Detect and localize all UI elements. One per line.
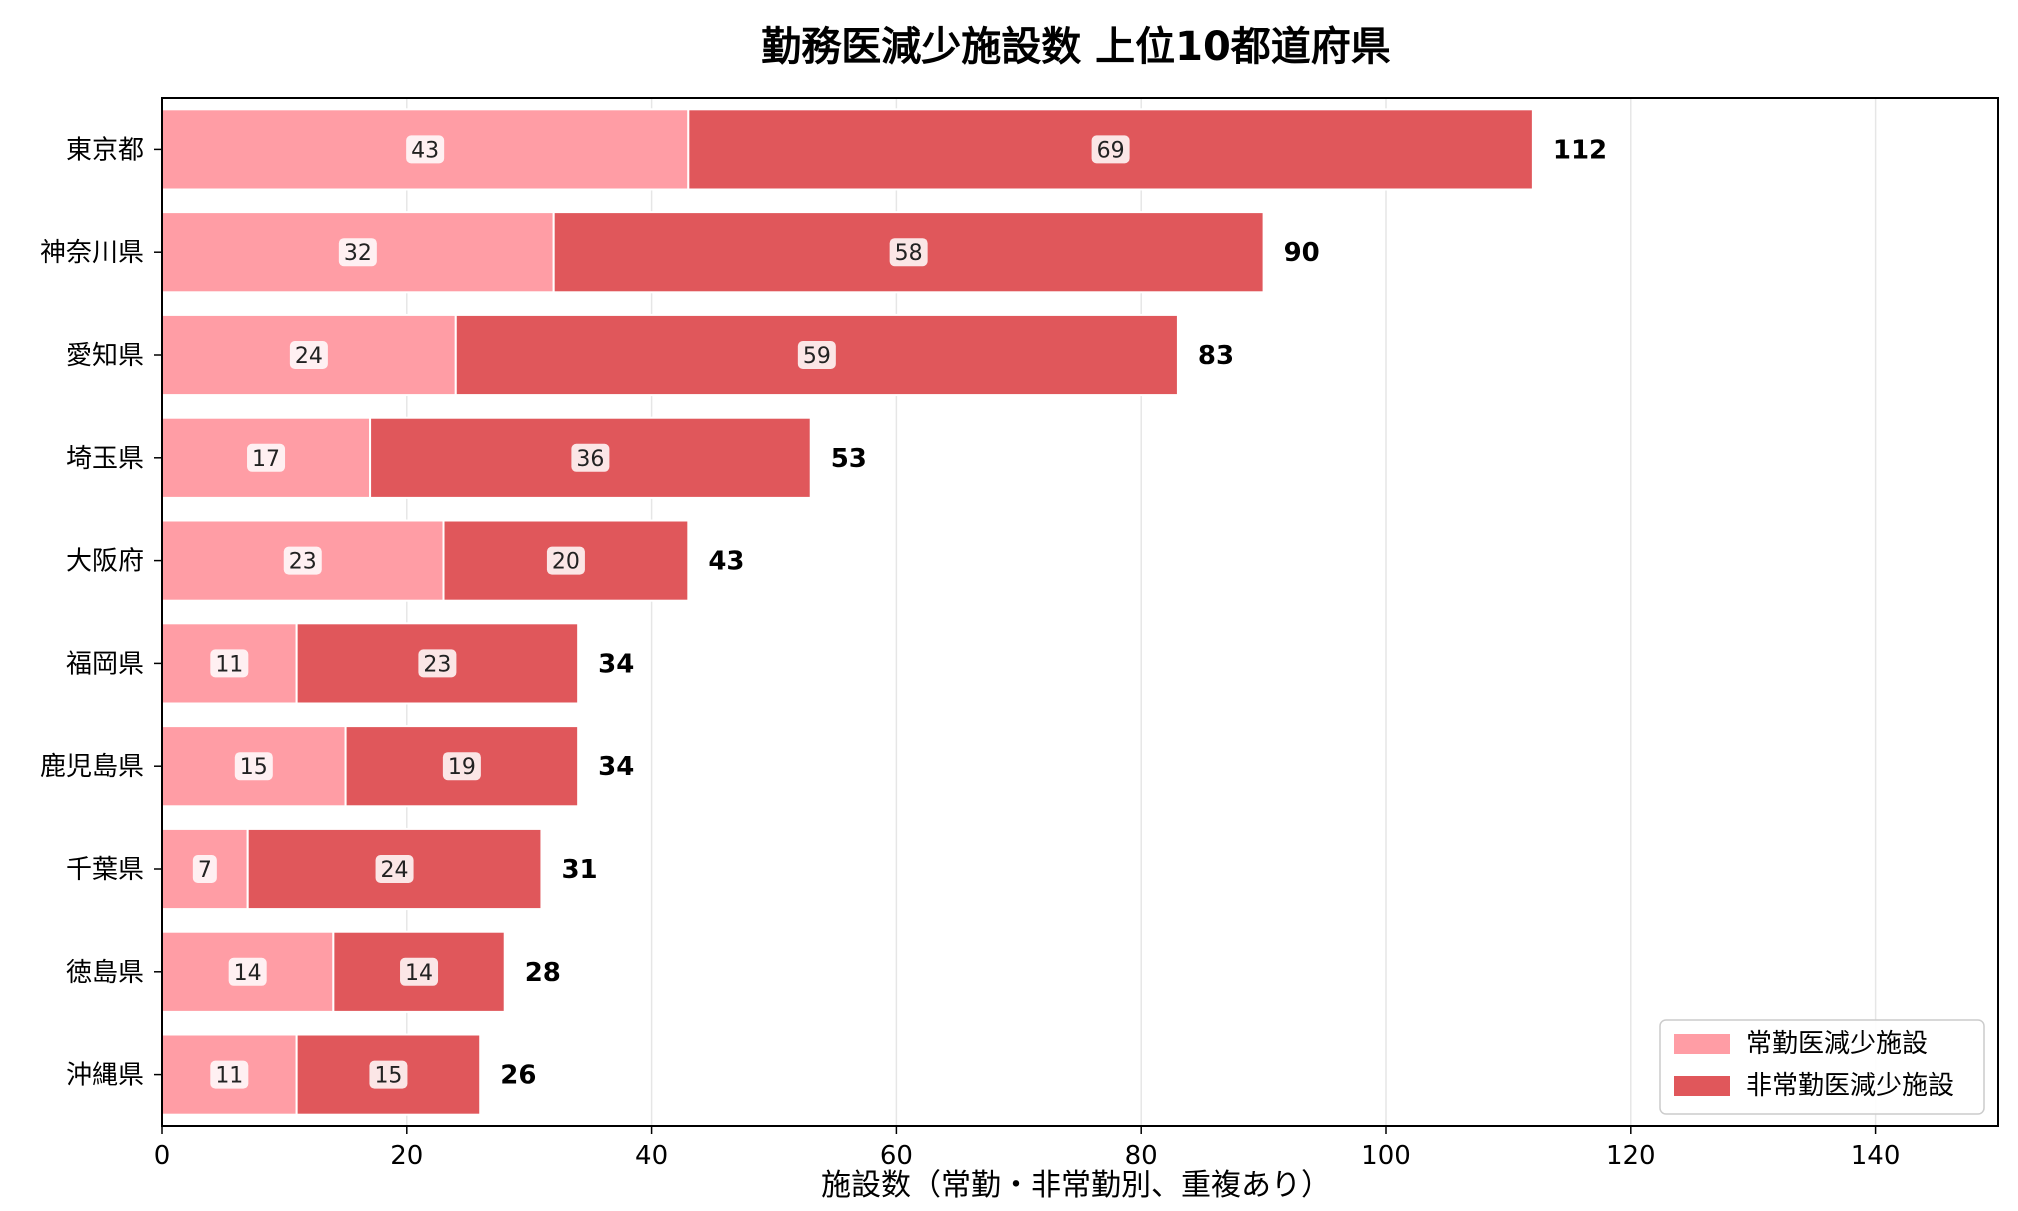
value-label-box [283,546,322,575]
x-tick-label: 0 [154,1141,171,1171]
y-tick-label: 埼玉県 [66,444,144,474]
value-label: 59 [803,344,831,369]
value-label-box [400,957,439,986]
x-tick-label: 40 [635,1141,668,1171]
total-label: 34 [598,752,634,782]
value-label: 58 [895,241,923,266]
value-label: 19 [448,755,476,780]
value-label: 14 [405,961,433,986]
value-label: 43 [411,138,439,163]
total-label: 34 [598,649,634,679]
legend-box [1659,1019,1985,1115]
value-label: 14 [234,961,262,986]
y-tick-label: 徳島県 [66,958,144,988]
value-label: 11 [215,652,243,677]
total-label: 83 [1198,341,1234,371]
x-tick-label: 80 [1125,1141,1158,1171]
total-label: 112 [1553,135,1607,165]
value-label-box [192,855,217,883]
value-label-box [797,341,836,369]
value-label-box [375,855,414,883]
value-label: 17 [252,447,280,472]
value-label: 23 [423,652,451,677]
value-label: 24 [295,344,323,369]
total-label: 26 [500,1061,536,1091]
value-label-box [418,649,457,678]
value-label: 20 [552,550,580,575]
value-label-box [234,752,273,781]
total-label: 28 [525,958,561,988]
y-tick-label: 東京都 [66,135,144,165]
value-label-box [546,546,585,575]
value-label-box [1091,135,1130,164]
y-tick-label: 愛知県 [66,341,144,371]
value-label: 7 [198,858,212,883]
x-tick-label: 140 [1851,1141,1901,1171]
total-label: 90 [1284,238,1320,268]
x-axis-title: 施設数（常勤・非常勤別、重複あり） [821,1168,1331,1203]
legend-swatch [1674,1076,1730,1096]
bar-segment-2 [442,519,690,602]
value-label-box [571,443,610,472]
x-tick-label: 100 [1361,1141,1411,1171]
value-label: 36 [576,447,604,472]
value-label-box [889,238,928,267]
value-label-box [247,443,286,472]
value-label: 69 [1097,138,1125,163]
plot-frame [161,97,1999,1127]
y-tick-label: 鹿児島県 [40,752,144,782]
y-tick-label: 沖縄県 [66,1061,144,1091]
x-tick-label: 20 [390,1141,423,1171]
x-tick-label: 60 [880,1141,913,1171]
value-label-box [289,341,328,369]
bar-segment-2 [454,313,1179,397]
value-label-box [406,135,445,164]
chart-title: 勤務医減少施設数 上位10都道府県 [761,24,1391,70]
total-label: 43 [708,547,744,577]
value-label-box [210,649,249,678]
value-label-box [369,1060,408,1089]
y-tick-label: 神奈川県 [40,238,144,268]
value-label: 24 [381,858,409,883]
value-label: 32 [344,241,372,266]
y-tick-label: 大阪府 [66,547,144,577]
legend-swatch [1674,1034,1730,1054]
value-label-box [442,752,481,781]
total-label: 53 [831,444,867,474]
legend-label: 常勤医減少施設 [1746,1029,1928,1059]
y-tick-label: 千葉県 [66,855,144,885]
bars: 43 69 112 32 58 90 24 59 83 17 36 53 23 20 43 11 23 34 15 1… [161,108,1607,1116]
legend-label: 非常勤医減少施設 [1746,1071,1954,1101]
bar-segment-1 [161,827,249,911]
value-label-box [210,1060,249,1089]
x-tick-label: 120 [1606,1141,1656,1171]
value-label: 11 [215,1064,243,1089]
y-tick-label: 福岡県 [66,649,144,679]
total-label: 31 [561,855,597,885]
value-label: 15 [240,755,268,780]
value-label: 15 [374,1064,402,1089]
value-label-box [228,957,267,986]
value-label: 23 [289,550,317,575]
value-label-box [338,238,377,267]
